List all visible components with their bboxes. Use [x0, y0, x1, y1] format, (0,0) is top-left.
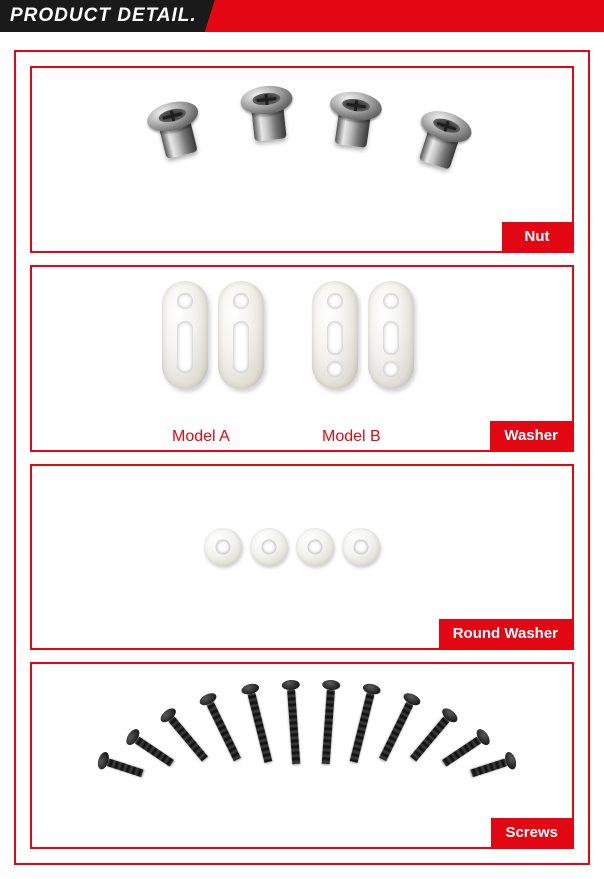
round-washer-icon — [342, 528, 380, 566]
screw-icon — [347, 683, 380, 764]
oblong-washer-icon — [162, 281, 208, 389]
washer-model-label: Model B — [322, 428, 381, 446]
screw-icon — [283, 680, 303, 765]
badge-nut: Nut — [502, 222, 572, 251]
header-title-text: PRODUCT DETAIL — [10, 5, 190, 26]
washer-model-label: Model A — [172, 428, 230, 446]
screw-icon — [96, 753, 144, 781]
badge-washer: Washer — [490, 421, 572, 450]
badge-round-washer: Round Washer — [439, 619, 572, 648]
nut-icon — [144, 97, 208, 164]
oblong-washer-icon — [218, 281, 264, 389]
panel-nut: Nut — [30, 66, 574, 253]
round-washer-icon — [204, 528, 242, 566]
header-title: PRODUCT DETAIL. — [10, 5, 197, 27]
screw-icon — [242, 683, 275, 764]
panel-washer: Model A Model B Washer — [30, 265, 574, 452]
badge-screws: Screws — [491, 818, 572, 847]
product-detail-frame: Nut Model A Model B Washer Round Washer S… — [14, 50, 590, 865]
oblong-washer-icon — [312, 281, 358, 389]
header-title-wrap: PRODUCT DETAIL. — [0, 0, 215, 32]
screw-icon — [319, 680, 339, 765]
round-washer-icon — [296, 528, 334, 566]
oblong-washer-icon — [368, 281, 414, 389]
dot-icon: . — [190, 5, 196, 26]
nut-icon — [409, 105, 476, 174]
header-bar: PRODUCT DETAIL. — [0, 0, 604, 32]
panel-round-washer: Round Washer — [30, 464, 574, 651]
panel-nut-content — [32, 68, 572, 251]
screw-icon — [469, 753, 517, 781]
nut-icon — [239, 83, 297, 144]
panel-screws: Screws — [30, 662, 574, 849]
nut-icon — [324, 89, 383, 152]
round-washer-icon — [250, 528, 288, 566]
